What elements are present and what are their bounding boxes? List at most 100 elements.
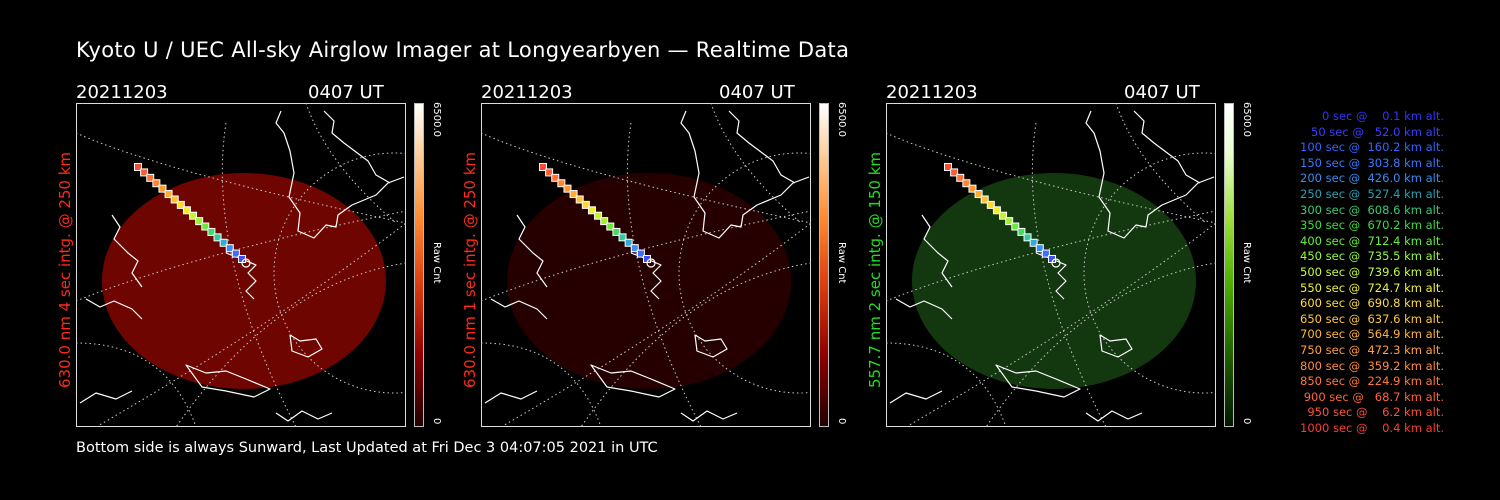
coastline: [490, 298, 548, 320]
track-point: [600, 217, 609, 226]
panel-3-ylabel: 557.7 nm 2 sec intg. @ 150 km: [866, 151, 884, 388]
track-point: [1041, 249, 1050, 258]
legend-row: 850 sec @ 224.9 km alt.: [1300, 374, 1444, 389]
track-point: [944, 163, 952, 171]
legend-row: 550 sec @ 724.7 km alt.: [1300, 280, 1444, 295]
coastline: [680, 110, 810, 239]
track-point: [956, 173, 965, 182]
track-point: [606, 222, 615, 231]
track-point: [569, 190, 578, 199]
footer-status: Bottom side is always Sunward, Last Upda…: [76, 440, 658, 456]
coastline: [289, 334, 323, 358]
panel-1-ylabel: 630.0 nm 4 sec intg. @ 250 km: [56, 151, 74, 388]
coastline: [889, 390, 943, 404]
legend-row: 700 sec @ 564.9 km alt.: [1300, 327, 1444, 342]
track-point: [170, 195, 179, 204]
track-point: [636, 249, 645, 258]
coastline: [516, 214, 548, 288]
coastline: [79, 390, 133, 404]
coastline: [185, 364, 271, 398]
legend-row: 200 sec @ 426.0 km alt.: [1300, 171, 1444, 186]
trajectory-legend: 0 sec @ 0.1 km alt. 50 sec @ 52.0 km alt.…: [1262, 109, 1444, 436]
coastline: [323, 110, 391, 184]
panel-2-colorbar-unit: Raw Cnt: [836, 242, 847, 284]
track-point: [1035, 244, 1044, 253]
airglow-disk: [102, 173, 386, 389]
coastline: [921, 214, 953, 288]
panel-3-colorbar-unit: Raw Cnt: [1241, 242, 1252, 284]
track-point: [225, 244, 234, 253]
grid-line: [95, 222, 406, 427]
track-point: [624, 238, 633, 247]
track-point: [999, 211, 1008, 220]
coastline: [85, 298, 143, 320]
track-point: [962, 179, 971, 188]
coastline: [1133, 110, 1201, 184]
legend-row: 600 sec @ 690.8 km alt.: [1300, 296, 1444, 311]
page-title: Kyoto U / UEC All-sky Airglow Imager at …: [76, 38, 850, 62]
coastline: [694, 334, 728, 358]
legend-row: 750 sec @ 472.3 km alt.: [1300, 342, 1444, 357]
coastline: [1085, 110, 1215, 239]
panel-3-image: [886, 103, 1216, 427]
station-marker: [1051, 258, 1061, 268]
coastline: [111, 214, 143, 288]
grid-line: [710, 103, 802, 224]
track-point: [195, 217, 204, 226]
legend-row: 800 sec @ 359.2 km alt.: [1300, 358, 1444, 373]
track-point: [134, 163, 142, 171]
track-point: [231, 249, 240, 258]
coastline: [895, 298, 953, 320]
grid-line: [905, 222, 1216, 427]
track-point: [146, 173, 155, 182]
track-point: [594, 211, 603, 220]
coastline: [995, 364, 1081, 398]
panel-2-image: [481, 103, 811, 427]
legend-row: 250 sec @ 527.4 km alt.: [1300, 186, 1444, 201]
track-point: [968, 184, 977, 193]
panel-1-image: [76, 103, 406, 427]
panel-2-colorbar-min: 0: [836, 418, 847, 425]
track-point: [182, 206, 191, 215]
legend-row: 100 sec @ 160.2 km alt.: [1300, 140, 1444, 155]
track-point: [219, 238, 228, 247]
legend-row: 150 sec @ 303.8 km alt.: [1300, 155, 1444, 170]
track-point: [207, 227, 216, 236]
panel-2-date: 20211203: [481, 82, 573, 103]
track-point: [158, 184, 167, 193]
panel-1-colorbar-unit: Raw Cnt: [431, 242, 442, 284]
legend-row: 400 sec @ 712.4 km alt.: [1300, 233, 1444, 248]
track-point: [581, 200, 590, 209]
legend-row: 450 sec @ 735.5 km alt.: [1300, 249, 1444, 264]
airglow-disk: [912, 173, 1196, 389]
track-point: [551, 173, 560, 182]
station-marker: [241, 258, 251, 268]
panel-1-colorbar-min: 0: [431, 418, 442, 425]
airglow-disk: [507, 173, 791, 389]
panel-1-colorbar-max: 6500.0: [431, 102, 442, 137]
panel-1-colorbar: [414, 103, 424, 427]
track-point: [992, 206, 1001, 215]
legend-row: 50 sec @ 52.0 km alt.: [1311, 124, 1444, 139]
track-point: [213, 233, 222, 242]
coastline: [680, 410, 738, 422]
track-point: [1017, 227, 1026, 236]
legend-row: 0 sec @ 0.1 km alt.: [1321, 109, 1444, 123]
panel-1-time: 0407 UT: [308, 82, 384, 103]
track-point: [557, 179, 566, 188]
panel-3-date: 20211203: [886, 82, 978, 103]
legend-row: 300 sec @ 608.6 km alt.: [1300, 202, 1444, 217]
grid-line: [500, 222, 811, 427]
track-point: [575, 195, 584, 204]
track-point: [164, 190, 173, 199]
track-point: [563, 184, 572, 193]
track-point: [612, 227, 621, 236]
track-point: [1005, 217, 1014, 226]
track-point: [1029, 238, 1038, 247]
station-marker: [646, 258, 656, 268]
track-point: [545, 168, 554, 177]
panel-1-date: 20211203: [76, 82, 168, 103]
legend-row: 1000 sec @ 0.4 km alt.: [1300, 420, 1444, 435]
panel-2-colorbar-max: 6500.0: [836, 102, 847, 137]
coastline: [275, 110, 405, 239]
